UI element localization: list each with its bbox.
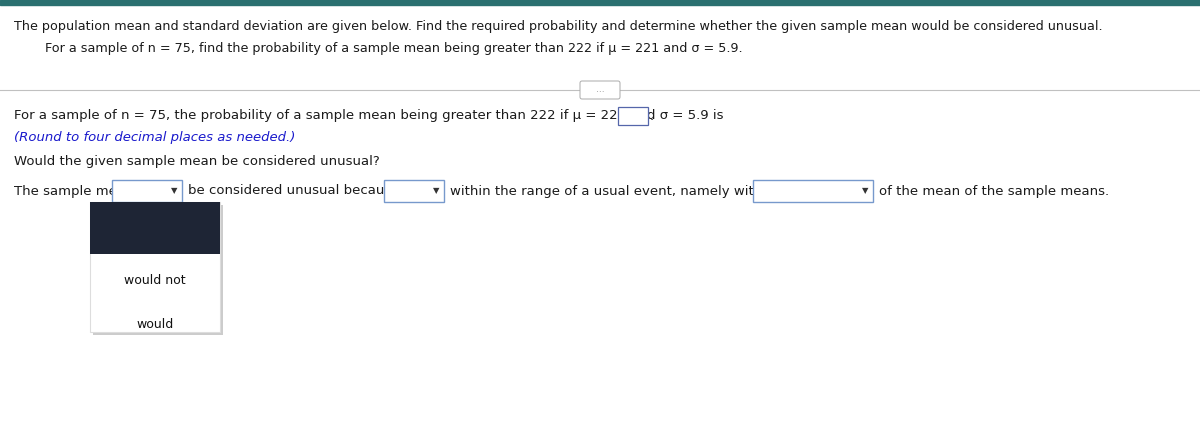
Bar	[754, 180, 874, 202]
Text: ▼: ▼	[433, 187, 439, 196]
Text: be considered unusual because it: be considered unusual because it	[188, 184, 413, 197]
Text: would: would	[137, 318, 174, 330]
Text: .: .	[650, 109, 654, 123]
Text: For a sample of n = 75, the probability of a sample mean being greater than 222 : For a sample of n = 75, the probability …	[14, 109, 724, 123]
Bar	[90, 202, 220, 332]
Text: The population mean and standard deviation are given below. Find the required pr: The population mean and standard deviati…	[14, 20, 1103, 33]
Text: of the mean of the sample means.: of the mean of the sample means.	[878, 184, 1109, 197]
Text: ...: ...	[595, 86, 605, 95]
Bar	[112, 180, 182, 202]
Text: (Round to four decimal places as needed.): (Round to four decimal places as needed.…	[14, 131, 295, 144]
Text: ▼: ▼	[170, 187, 178, 196]
Text: within the range of a usual event, namely within: within the range of a usual event, namel…	[450, 184, 774, 197]
Text: Would the given sample mean be considered unusual?: Would the given sample mean be considere…	[14, 156, 379, 168]
Bar	[384, 180, 444, 202]
Text: would not: would not	[124, 273, 186, 286]
Text: The sample mean: The sample mean	[14, 184, 133, 197]
Bar	[0, 0, 1200, 5]
Bar	[90, 202, 220, 254]
Text: ▼: ▼	[862, 187, 869, 196]
Text: For a sample of n = 75, find the probability of a sample mean being greater than: For a sample of n = 75, find the probabi…	[46, 42, 743, 55]
Bar	[618, 107, 648, 125]
Bar	[94, 205, 223, 335]
FancyBboxPatch shape	[580, 81, 620, 99]
